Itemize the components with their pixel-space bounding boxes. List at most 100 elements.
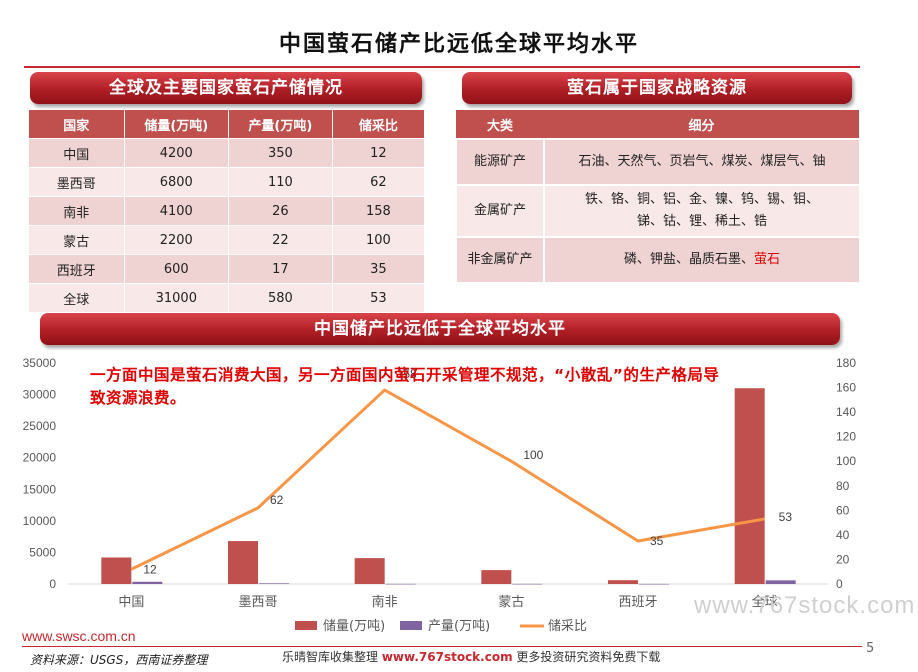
category-label: 西班牙: [618, 595, 657, 610]
bar-production: [385, 583, 416, 585]
y-right-tick-label: 100: [836, 454, 856, 468]
y-right-tick-label: 80: [836, 479, 850, 493]
category-label: 全球: [752, 594, 778, 610]
data-label: 100: [523, 448, 543, 462]
y-right-tick-label: 60: [836, 503, 850, 517]
table-row: 西班牙 600 17 35: [28, 254, 424, 284]
table-cell: 全球: [28, 283, 125, 312]
table-row: 非金属矿产 磷、钾盐、晶质石墨、萤石: [455, 236, 859, 282]
table-cell: 580: [228, 283, 333, 312]
footer-promo: 乐晴智库收集整理 www.767stock.com 更多投资研究资料免费下载: [282, 648, 660, 665]
table-row: 蒙古 2200 22 100: [28, 225, 424, 255]
table-cell: 6800: [123, 167, 229, 197]
footer-website[interactable]: www.swsc.com.cn: [22, 628, 136, 644]
table-cell: 南非: [28, 196, 125, 226]
col-header-detail: 细分: [544, 110, 859, 139]
legend-label: 储量(万吨): [323, 619, 385, 634]
table-cell: 4200: [123, 138, 229, 168]
y-left-tick-label: 0: [49, 577, 56, 591]
detail-line: 磷、钾盐、晶质石墨、: [623, 252, 754, 267]
table-row: 全球 31000 580 53: [28, 283, 424, 312]
detail-line: 锑、钴、锂、稀土、锆: [636, 214, 767, 229]
table-row: 中国 4200 350 12: [28, 138, 424, 168]
promo-prefix: 乐晴智库收集整理: [282, 650, 379, 664]
fluorite-highlight: 萤石: [754, 252, 781, 267]
y-right-tick-label: 0: [836, 577, 843, 591]
table-cell: 158: [331, 196, 424, 226]
category-label: 蒙古: [498, 595, 524, 610]
y-left-tick-label: 10000: [23, 514, 57, 528]
promo-suffix: 更多投资研究资料免费下载: [516, 650, 661, 664]
table-cell: 蒙古: [28, 225, 125, 255]
col-header-category: 大类: [456, 110, 544, 139]
table-cell: 600: [123, 254, 229, 284]
y-right-tick-label: 20: [836, 552, 850, 566]
table-cell: 350: [228, 138, 333, 168]
page-title: 中国萤石储产比远低全球平均水平: [278, 31, 639, 57]
promo-link[interactable]: www.767stock.com: [381, 650, 513, 664]
bar-production: [639, 583, 669, 585]
detail-line: 石油、天然气、页岩气、煤炭、煤层气、铀: [578, 154, 826, 169]
category-label: 中国: [118, 595, 144, 610]
banner-left: 全球及主要国家萤石产储情况: [30, 72, 422, 104]
banner-right: 萤石属于国家战略资源: [462, 72, 852, 104]
table-cell: 17: [228, 254, 333, 284]
data-label: 158: [397, 367, 417, 381]
category-cell: 非金属矿产: [455, 236, 544, 282]
table-row: 金属矿产 铁、铬、铜、铝、金、镍、钨、锡、钼、 锑、钴、锂、稀土、锆: [455, 184, 859, 237]
category-cell: 能源矿产: [455, 138, 544, 185]
data-label: 62: [270, 493, 284, 507]
y-right-tick-label: 120: [836, 430, 856, 444]
table-cell: 26: [228, 196, 333, 226]
y-right-tick-label: 160: [836, 381, 856, 395]
bar-production: [512, 583, 543, 585]
y-left-tick-label: 20000: [23, 451, 57, 465]
table-cell: 35: [331, 254, 424, 284]
table-cell: 100: [331, 225, 424, 255]
category-cell: 金属矿产: [455, 184, 544, 237]
detail-cell: 铁、铬、铜、铝、金、镍、钨、锡、钼、 锑、钴、锂、稀土、锆: [543, 184, 859, 237]
col-header: 储采比: [331, 110, 424, 139]
bar-production: [765, 580, 796, 584]
table-row: 能源矿产 石油、天然气、页岩气、煤炭、煤层气、铀: [455, 138, 859, 185]
data-label: 35: [650, 534, 664, 548]
detail-line: 铁、铬、铜、铝、金、镍、钨、锡、钼、: [584, 192, 819, 207]
bar-production: [132, 581, 163, 584]
footer-source: 资料来源：USGS，西南证券整理: [30, 653, 208, 667]
data-label: 53: [779, 510, 793, 524]
reserves-production-chart: 0 5000 10000 15000 20000 25000 30000 35000 0 20 4…: [23, 356, 857, 634]
y-left-tick-label: 5000: [29, 545, 56, 559]
table-cell: 4100: [123, 196, 229, 226]
y-left-tick-label: 15000: [23, 482, 57, 496]
bar-production: [259, 583, 289, 584]
footer-divider: [22, 646, 862, 647]
col-header: 国家: [28, 110, 125, 139]
chart-annotation: 一方面中国是萤石消费大国，另一方面国内萤石开采管理不规范，“小散乱”的生产格局导…: [90, 366, 720, 407]
title-divider: [24, 66, 860, 68]
bar-reserves: [734, 388, 765, 584]
table-cell: 中国: [28, 138, 125, 168]
table-row: 南非 4100 26 158: [28, 196, 424, 226]
strategic-resource-table: 大类 细分 能源矿产 石油、天然气、页岩气、煤炭、煤层气、铀 金属矿产 铁、铬、…: [455, 110, 859, 282]
category-label: 墨西哥: [238, 595, 277, 610]
table-cell: 31000: [123, 283, 229, 312]
line-ratio: [130, 388, 765, 571]
table-cell: 12: [331, 138, 424, 168]
legend-label: 储采比: [548, 619, 587, 634]
bar-reserves: [228, 541, 258, 584]
y-right-tick-label: 180: [836, 356, 856, 370]
legend-swatch: [295, 621, 317, 630]
y-left-tick-label: 25000: [23, 419, 57, 433]
col-header: 储量(万吨): [123, 110, 229, 139]
data-label: 12: [143, 562, 157, 576]
table-cell: 22: [228, 225, 333, 255]
table-cell: 西班牙: [28, 254, 125, 284]
y-right-tick-label: 40: [836, 528, 850, 542]
banner-chart: 中国储产比远低于全球平均水平: [40, 313, 840, 345]
y-left-tick-label: 35000: [23, 356, 57, 370]
table-row: 墨西哥 6800 110 62: [28, 167, 424, 197]
table-cell: 62: [331, 167, 424, 197]
legend-label: 产量(万吨): [428, 619, 490, 634]
col-header: 产量(万吨): [228, 110, 333, 139]
table-cell: 2200: [123, 225, 229, 255]
